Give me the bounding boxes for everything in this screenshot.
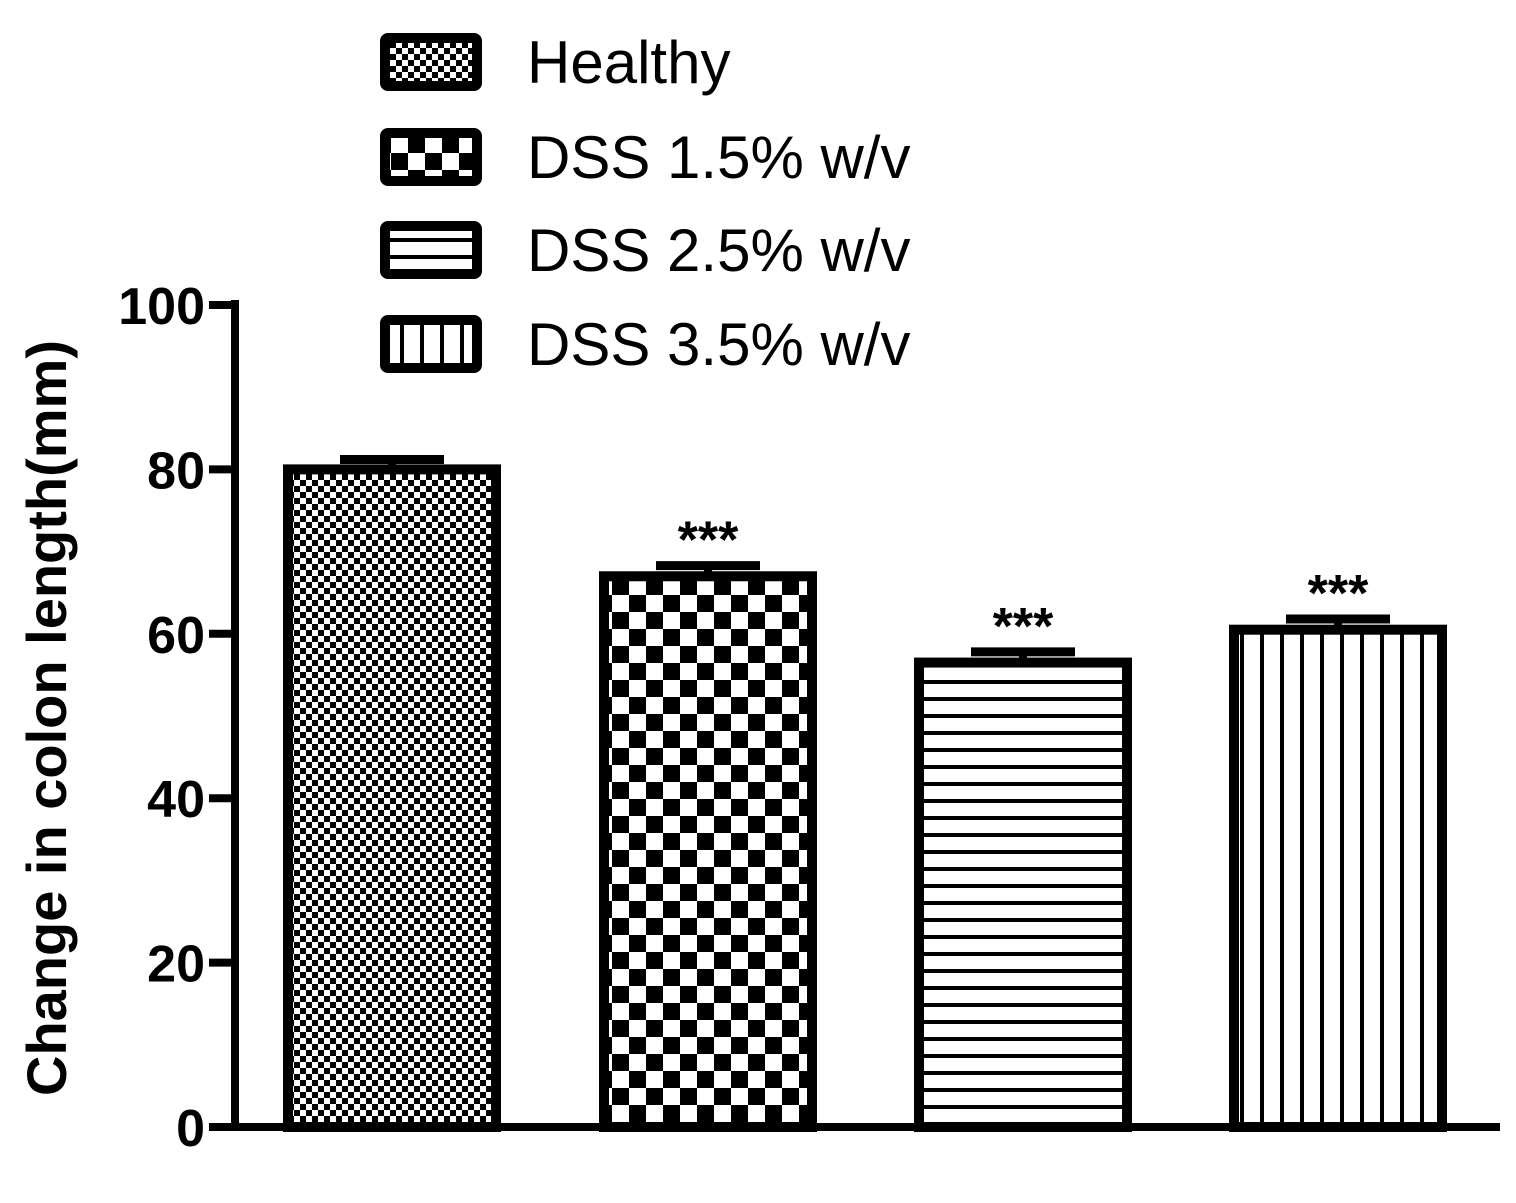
bar (914, 657, 1132, 1132)
bar (283, 464, 501, 1132)
y-tick-label: 60 (147, 607, 205, 665)
legend-swatch (380, 221, 482, 279)
bar (1229, 624, 1447, 1132)
y-tick-label: 100 (118, 278, 205, 336)
legend: Healthy DSS 1.5% w/v DSS 2.5% w/v DSS 3.5% … (380, 29, 910, 378)
significance-label: *** (993, 598, 1054, 656)
legend-label: DSS 3.5% w/v (527, 311, 910, 378)
y-axis-title: Change in colon length(mm) (15, 340, 78, 1096)
legend-swatch (380, 315, 482, 373)
y-tick-label: 0 (176, 1100, 205, 1158)
significance-label: *** (678, 512, 739, 570)
legend-label: DSS 2.5% w/v (527, 217, 910, 284)
y-tick-label: 80 (147, 442, 205, 500)
legend-swatch (380, 128, 482, 186)
significance-label: *** (1308, 565, 1369, 623)
bars: *** *** *** (283, 455, 1447, 1132)
y-tick-label: 20 (147, 936, 205, 994)
bar (599, 571, 817, 1132)
legend-label: DSS 1.5% w/v (527, 124, 910, 191)
y-tick-label: 40 (147, 771, 205, 829)
y-ticks: 0 20 40 60 80 100 (118, 278, 235, 1158)
legend-label: Healthy (527, 29, 730, 96)
legend-swatch (380, 33, 482, 91)
